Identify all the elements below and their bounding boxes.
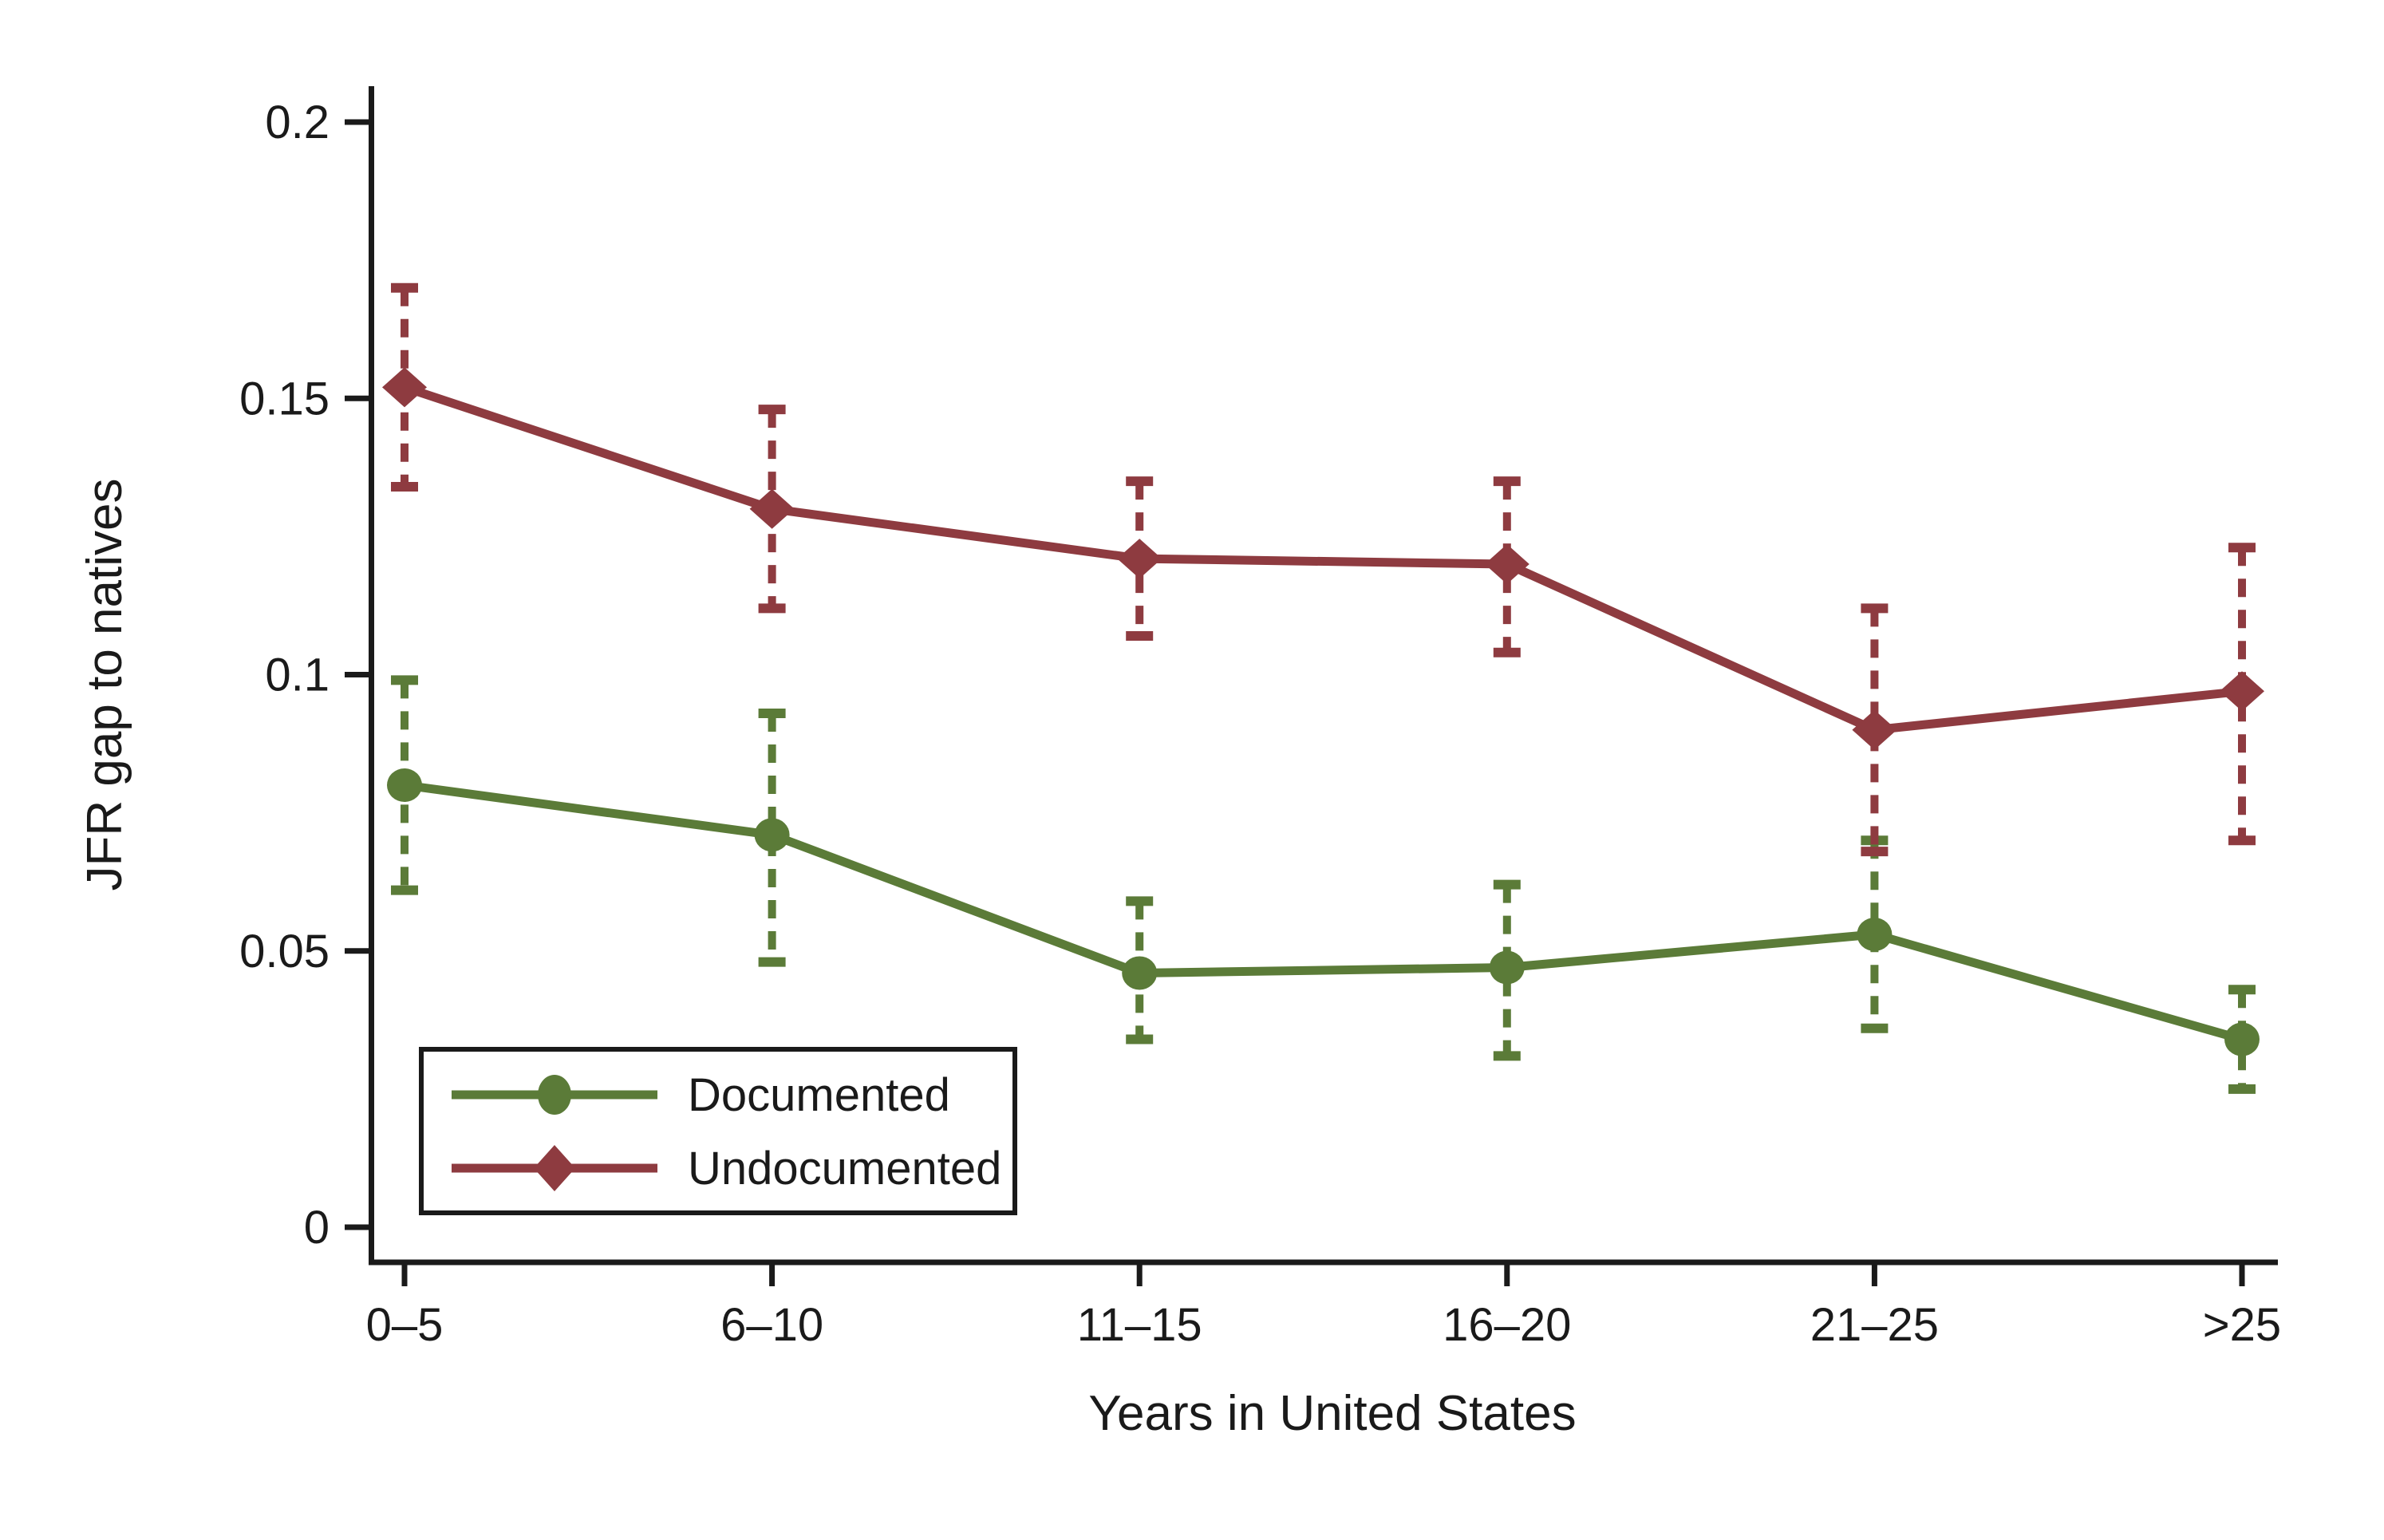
- y-tick-label: 0.05: [239, 926, 330, 977]
- x-tick-label: 6–10: [720, 1299, 823, 1351]
- x-tick-label: >25: [2203, 1299, 2281, 1351]
- data-point-marker: [749, 488, 795, 529]
- series-line: [404, 780, 2244, 1044]
- legend-label: Documented: [688, 1069, 950, 1121]
- data-point-marker: [2224, 1022, 2260, 1056]
- axes: [369, 86, 2278, 1266]
- data-point-marker: [1852, 709, 1897, 750]
- x-tick-label: 0–5: [366, 1299, 444, 1351]
- legend-label: Undocumented: [688, 1143, 1001, 1194]
- data-point-marker: [1489, 950, 1525, 985]
- legend-item-undocumented: Undocumented: [452, 1143, 1001, 1194]
- x-axis-ticks: 0–5 6–10 11–15 16–20 21–25 >25: [366, 1262, 2281, 1351]
- y-tick-label: 0.2: [265, 97, 330, 148]
- series-documented: [387, 675, 2260, 1094]
- y-axis-title: JFR gap to natives: [77, 479, 132, 891]
- data-point-marker: [1857, 917, 1893, 951]
- x-tick-label: 21–25: [1810, 1299, 1939, 1351]
- series-line: [403, 383, 2243, 735]
- data-point-marker: [2220, 671, 2264, 712]
- series-undocumented: [382, 282, 2264, 857]
- y-tick-label: 0.15: [239, 373, 330, 424]
- legend-box: [419, 1047, 1017, 1215]
- legend-circle-marker: [538, 1075, 571, 1115]
- data-point-marker: [382, 367, 427, 408]
- data-point-marker: [754, 818, 790, 852]
- y-tick-label: 0: [304, 1202, 330, 1254]
- y-axis-ticks: 0 0.05 0.1 0.15 0.2: [239, 97, 369, 1254]
- x-tick-label: 11–15: [1077, 1299, 1202, 1351]
- legend-item-documented: Documented: [452, 1069, 950, 1121]
- data-series: [382, 282, 2264, 1094]
- legend-diamond-marker: [534, 1145, 575, 1191]
- x-tick-label: 16–20: [1443, 1299, 1571, 1351]
- legend: Documented Undocumented: [419, 1047, 1017, 1215]
- x-axis-title: Years in United States: [1088, 1386, 1576, 1441]
- data-point-marker: [1117, 539, 1162, 579]
- y-tick-label: 0.1: [265, 650, 330, 701]
- data-point-marker: [1122, 956, 1158, 990]
- data-point-marker: [1484, 544, 1529, 584]
- data-point-marker: [387, 768, 422, 802]
